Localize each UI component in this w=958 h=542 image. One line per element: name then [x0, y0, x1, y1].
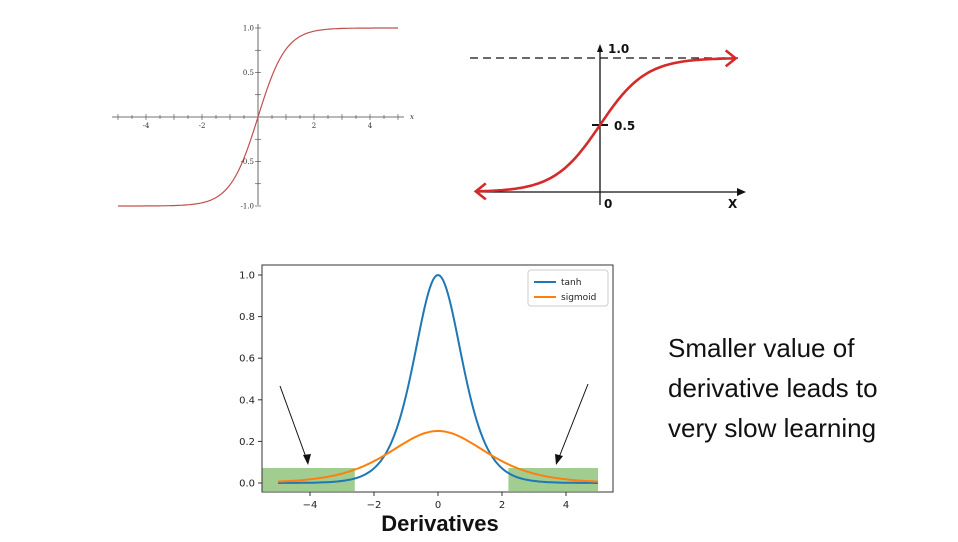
- annotation-arrowhead-right: [555, 454, 563, 465]
- legend-label-sigmoid: sigmoid: [561, 293, 596, 303]
- caption: Smaller value of derivative leads to ver…: [668, 328, 953, 448]
- derivatives-x-tick-label: −4: [303, 500, 318, 511]
- derivatives-y-tick-label: 0.8: [239, 312, 255, 323]
- legend-label-tanh: tanh: [561, 278, 581, 288]
- derivative-series: [277, 273, 599, 484]
- annotation-arrow-left: [279, 385, 308, 461]
- derivatives-title: Derivatives: [381, 511, 499, 536]
- derivatives-tick-labels: −4 −2 0 2 4 0.0 0.2 0.4 0.6 0.8 1.0: [239, 271, 569, 512]
- derivatives-y-tick-label: 0.6: [239, 354, 255, 365]
- tanh-curve: [118, 27, 398, 207]
- tanh-x-tick-label: 2: [312, 122, 316, 130]
- tanh-y-tick-label: 1.0: [243, 25, 254, 33]
- sigmoid-derivative-line: [277, 430, 599, 483]
- tanh-x-axis-label: x: [410, 113, 414, 121]
- derivatives-y-tick-label: 0.4: [239, 395, 255, 406]
- derivatives-x-tick-label: 0: [435, 500, 441, 511]
- legend: tanh sigmoid: [527, 269, 609, 307]
- annotation-arrowhead-left: [303, 454, 311, 465]
- tanh-y-tick-label: 0.5: [243, 69, 254, 77]
- saturation-region: [508, 468, 598, 491]
- tanh-y-tick-label: -1.0: [241, 203, 255, 211]
- sigmoid-curve: [475, 57, 736, 193]
- sigmoid-y-axis-arrowhead: [597, 44, 603, 52]
- sigmoid-label-origin: 0: [604, 197, 612, 211]
- derivatives-y-tick-label: 0.0: [239, 479, 255, 490]
- derivatives-x-tick-label: 2: [499, 500, 505, 511]
- tanh-derivative-line: [278, 273, 598, 484]
- sigmoid-x-axis-arrowhead: [737, 188, 746, 196]
- caption-line-2: derivative leads to: [668, 373, 878, 403]
- tanh-y-tick-label: -0.5: [241, 158, 255, 166]
- tanh-x-tick-label: 4: [368, 122, 373, 130]
- sigmoid-label-top: 1.0: [608, 42, 629, 56]
- sigmoid-label-mid: 0.5: [614, 119, 635, 133]
- annotation-arrow-right: [557, 383, 589, 461]
- derivatives-y-tick-label: 0.2: [239, 437, 255, 448]
- caption-line-3: very slow learning: [668, 413, 877, 443]
- tanh-tick-labels: -4 -2 2 4 1.0 0.5 -0.5 -1.0 x: [143, 25, 414, 211]
- caption-line-1: Smaller value of: [668, 333, 855, 363]
- derivatives-x-tick-label: −2: [367, 500, 382, 511]
- tanh-x-tick-label: -2: [199, 122, 206, 130]
- tanh-x-tick-label: -4: [143, 122, 150, 130]
- derivatives-y-tick-label: 1.0: [239, 271, 255, 282]
- sigmoid-right-arrowhead: [724, 49, 738, 68]
- derivatives-x-tick-label: 4: [563, 500, 569, 511]
- sigmoid-label-xaxis: X: [728, 197, 738, 211]
- sigmoid-left-arrowhead: [473, 182, 487, 201]
